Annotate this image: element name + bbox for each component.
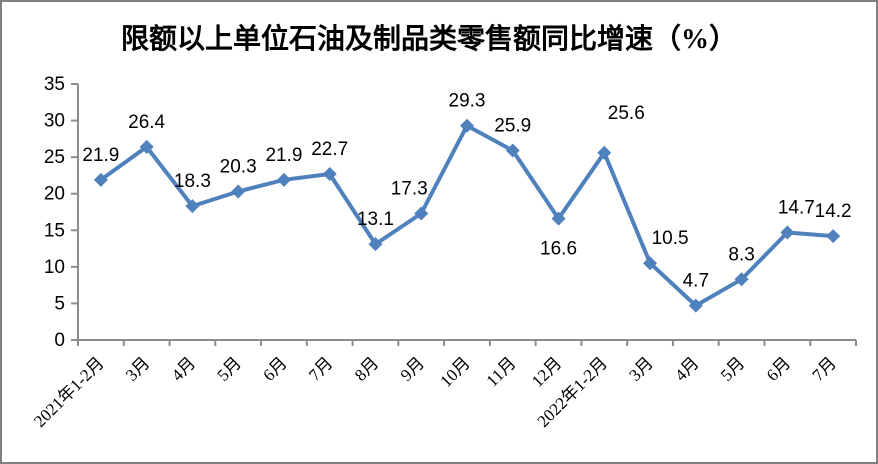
data-point-marker (551, 211, 566, 226)
data-point-marker (688, 298, 703, 313)
data-point-marker (597, 145, 612, 160)
data-label: 14.7 (778, 197, 815, 218)
data-label: 25.6 (608, 103, 645, 124)
y-axis-tick-label: 35 (44, 74, 65, 95)
data-point-marker (276, 172, 291, 187)
data-point-marker (185, 199, 200, 214)
data-label: 8.3 (728, 244, 754, 265)
data-label: 21.9 (82, 145, 119, 166)
data-label: 20.3 (220, 157, 257, 178)
y-axis-tick-label: 20 (44, 184, 65, 205)
y-axis-tick-label: 30 (44, 111, 65, 132)
data-label: 25.9 (494, 116, 531, 137)
data-point-marker (734, 272, 749, 287)
x-category-label: 7月 (808, 353, 839, 384)
y-axis-tick-label: 25 (44, 147, 65, 168)
data-label: 18.3 (174, 171, 211, 192)
data-label: 10.5 (652, 228, 689, 249)
x-category-label: 5月 (717, 353, 748, 384)
data-point-marker (322, 166, 337, 181)
data-label: 22.7 (311, 139, 348, 160)
data-label: 13.1 (357, 209, 394, 230)
data-label: 29.3 (449, 91, 486, 112)
x-category-label: 10月 (436, 353, 473, 390)
data-point-marker (505, 143, 520, 158)
data-label: 16.6 (540, 239, 577, 260)
x-category-label: 3月 (122, 353, 153, 384)
data-point-marker (93, 172, 108, 187)
x-category-label: 6月 (259, 353, 290, 384)
x-category-label: 9月 (397, 353, 428, 384)
x-category-label: 7月 (305, 353, 336, 384)
data-point-marker (231, 184, 246, 199)
data-label: 26.4 (128, 112, 165, 133)
data-point-marker (414, 206, 429, 221)
y-axis-tick-label: 0 (54, 330, 65, 351)
x-category-label: 5月 (214, 353, 245, 384)
x-category-label: 4月 (671, 353, 702, 384)
x-category-label: 3月 (625, 353, 656, 384)
chart-title: 限额以上单位石油及制品类零售额同比增速（%） (121, 22, 737, 55)
x-category-label: 4月 (168, 353, 199, 384)
data-point-marker (368, 237, 383, 252)
data-label: 4.7 (683, 271, 709, 292)
y-axis-tick-label: 15 (44, 220, 65, 241)
x-category-label: 2021年1-2月 (30, 353, 108, 431)
x-category-label: 6月 (763, 353, 794, 384)
data-point-marker (826, 229, 841, 244)
data-point-marker (139, 139, 154, 154)
data-label: 17.3 (391, 178, 428, 199)
data-point-marker (643, 256, 658, 271)
data-point-marker (780, 225, 795, 240)
series-line (98, 123, 836, 308)
x-category-label: 8月 (351, 353, 382, 384)
data-label: 14.2 (815, 201, 852, 222)
x-category-label: 11月 (483, 353, 520, 390)
x-category-label: 12月 (528, 353, 565, 390)
data-point-marker (460, 118, 474, 133)
plot-area: 0 5 10 15 20 25 30 35 2021年1-2月 3月 4月 5月 6月 7月 8月 9月 10月… (30, 74, 857, 431)
y-axis-tick-label: 5 (54, 293, 65, 314)
data-label: 21.9 (265, 145, 302, 166)
y-axis-tick-label: 10 (44, 257, 65, 278)
